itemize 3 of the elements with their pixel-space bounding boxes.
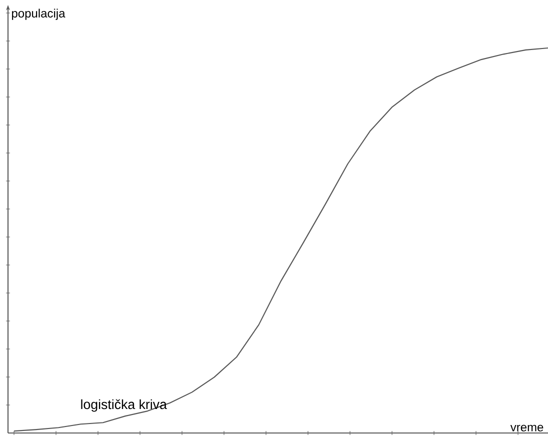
annotation: logistička kriva <box>81 399 167 412</box>
x-axis-title: vreme <box>510 424 544 432</box>
y-axis-title: populacija <box>12 8 66 20</box>
